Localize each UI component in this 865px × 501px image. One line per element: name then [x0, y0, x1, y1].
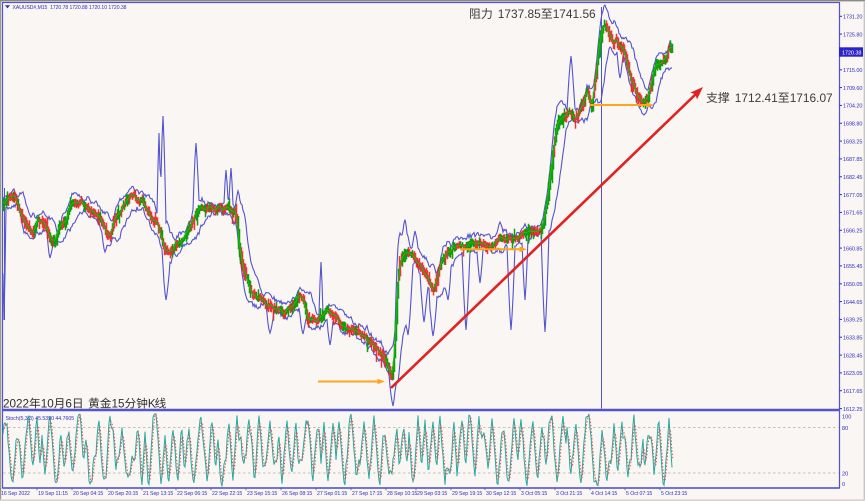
- svg-text:1633.85: 1633.85: [843, 335, 862, 341]
- svg-text:4 Oct 14:15: 4 Oct 14:15: [591, 491, 617, 497]
- svg-text:30 Sep 12:15: 30 Sep 12:15: [486, 491, 516, 497]
- svg-text:1623.05: 1623.05: [843, 371, 862, 377]
- svg-text:1716.07: 1716.07: [790, 91, 833, 105]
- svg-text:1737.85: 1737.85: [498, 7, 541, 21]
- svg-text:27 Sep 01:15: 27 Sep 01:15: [317, 491, 347, 497]
- svg-text:1687.85: 1687.85: [843, 157, 862, 163]
- svg-text:26 Sep 08:15: 26 Sep 08:15: [282, 491, 312, 497]
- svg-text:1693.25: 1693.25: [843, 139, 862, 145]
- svg-text:1725.80: 1725.80: [843, 32, 862, 38]
- svg-text:5 Oct 23:15: 5 Oct 23:15: [661, 491, 687, 497]
- svg-text:29 Sep 19:15: 29 Sep 19:15: [452, 491, 482, 497]
- svg-text:1720.38: 1720.38: [842, 50, 861, 56]
- svg-text:1741.56: 1741.56: [553, 7, 596, 21]
- svg-text:1628.45: 1628.45: [843, 353, 862, 359]
- svg-text:19 Sep 11:15: 19 Sep 11:15: [38, 491, 68, 497]
- svg-text:1666.25: 1666.25: [843, 229, 862, 235]
- svg-text:5 Oct 07:15: 5 Oct 07:15: [626, 491, 652, 497]
- svg-text:21 Sep 13:15: 21 Sep 13:15: [143, 491, 173, 497]
- svg-text:1650.05: 1650.05: [843, 282, 862, 288]
- svg-text:16 Sep 2022: 16 Sep 2022: [1, 491, 30, 497]
- svg-text:1617.65: 1617.65: [843, 389, 862, 395]
- svg-text:1712.41: 1712.41: [735, 91, 778, 105]
- svg-text:100: 100: [842, 414, 851, 420]
- svg-text:1698.80: 1698.80: [843, 122, 862, 128]
- svg-text:22 Sep 22:15: 22 Sep 22:15: [212, 491, 242, 497]
- svg-text:K: K: [148, 398, 156, 411]
- svg-text:15: 15: [112, 398, 126, 411]
- svg-text:29 Sep 03:15: 29 Sep 03:15: [417, 491, 447, 497]
- svg-text:1715.00: 1715.00: [843, 68, 862, 74]
- svg-text:3 Oct 05:15: 3 Oct 05:15: [521, 491, 547, 497]
- svg-text:XAUUSD#,M15 1720.78 1720.88 1: XAUUSD#,M15 1720.78 1720.88 1720.10 1720…: [13, 5, 127, 11]
- svg-text:22 Sep 06:15: 22 Sep 06:15: [177, 491, 207, 497]
- svg-text:27 Sep 17:15: 27 Sep 17:15: [352, 491, 382, 497]
- svg-text:28 Sep 10:15: 28 Sep 10:15: [387, 491, 417, 497]
- svg-text:6: 6: [65, 398, 72, 411]
- svg-text:1704.20: 1704.20: [843, 104, 862, 110]
- svg-text:20 Sep 20:15: 20 Sep 20:15: [108, 491, 138, 497]
- svg-text:23 Sep 15:15: 23 Sep 15:15: [247, 491, 277, 497]
- svg-text:1671.65: 1671.65: [843, 211, 862, 217]
- svg-text:1682.45: 1682.45: [843, 175, 862, 181]
- svg-text:3 Oct 21:15: 3 Oct 21:15: [556, 491, 582, 497]
- svg-text:1644.65: 1644.65: [843, 300, 862, 306]
- svg-text:1639.25: 1639.25: [843, 318, 862, 324]
- svg-text:10: 10: [41, 398, 55, 411]
- svg-text:Stoch(5,3,3) 45.5390 44.7605: Stoch(5,3,3) 45.5390 44.7605: [6, 416, 75, 422]
- svg-text:1731.20: 1731.20: [843, 15, 862, 21]
- svg-text:80: 80: [842, 426, 848, 432]
- svg-text:1709.60: 1709.60: [843, 86, 862, 92]
- svg-text:1677.05: 1677.05: [843, 193, 862, 199]
- svg-text:1655.45: 1655.45: [843, 264, 862, 270]
- svg-text:0: 0: [842, 482, 845, 488]
- svg-text:20: 20: [842, 471, 848, 477]
- svg-text:2022: 2022: [3, 398, 29, 411]
- svg-text:1612.25: 1612.25: [843, 407, 862, 413]
- svg-text:1660.85: 1660.85: [843, 246, 862, 252]
- svg-text:20 Sep 04:15: 20 Sep 04:15: [73, 491, 103, 497]
